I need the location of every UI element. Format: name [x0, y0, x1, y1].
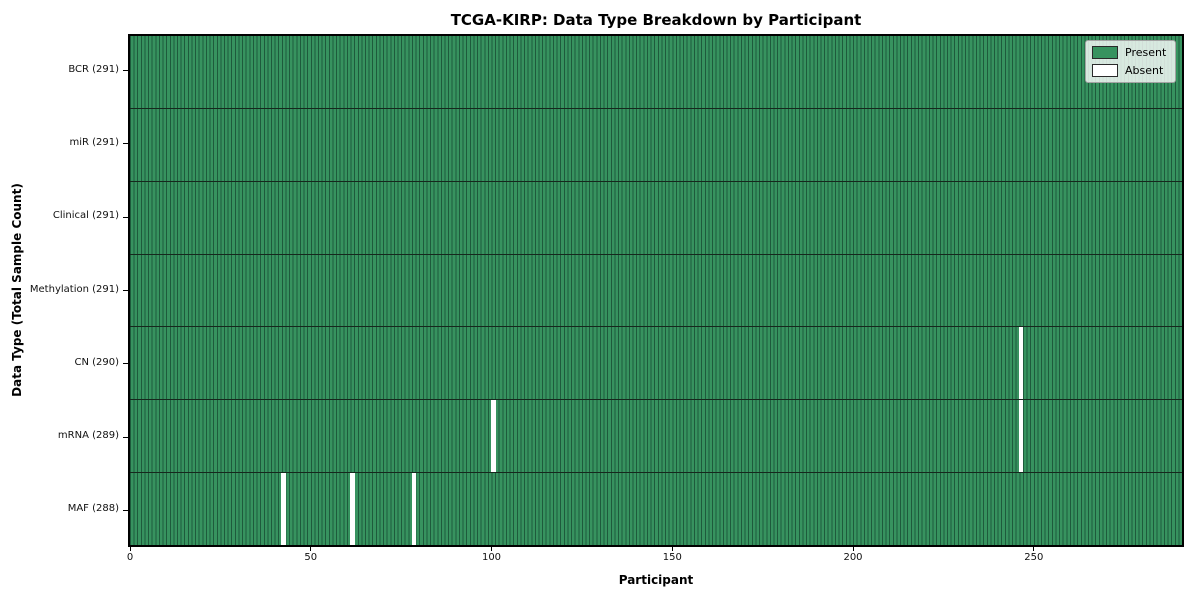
absent-gap-MAF-61 [350, 473, 355, 546]
x-tick-label-0: 0 [126, 552, 134, 563]
y-tick-mark [123, 290, 128, 291]
y-tick-label-mRNA: mRNA (289) [57, 430, 119, 442]
x-tick-label-150: 150 [662, 552, 682, 563]
x-tick-mark [491, 547, 492, 551]
y-tick-mark [123, 509, 128, 511]
y-tick-label-BCR: BCR (291) [68, 63, 119, 75]
legend-label-present: Present [1125, 46, 1167, 59]
x-axis-title: Participant [618, 573, 694, 587]
x-tick-mark [129, 547, 131, 551]
legend-item-present: Present [1092, 46, 1166, 59]
x-tick-label-100: 100 [481, 552, 502, 563]
x-tick-label-250: 250 [1024, 552, 1044, 563]
heatmap-row-miR [130, 109, 1182, 182]
y-tick-mark [123, 70, 128, 72]
y-tick-mark [123, 436, 128, 438]
x-tick-mark [1033, 547, 1035, 551]
plot-area [128, 34, 1184, 547]
x-tick-mark [671, 547, 673, 551]
y-tick-label-Methylation: Methylation (291) [29, 283, 119, 295]
legend-label-absent: Absent [1125, 64, 1164, 77]
y-tick-label-Clinical: Clinical (291) [52, 210, 119, 222]
x-tick-mark [852, 547, 854, 551]
y-tick-label-CN: CN (290) [74, 356, 119, 368]
heatmap-row-CN [130, 327, 1182, 401]
absent-gap-MAF-78 [411, 473, 416, 546]
y-tick-mark [123, 216, 128, 218]
chart-title: TCGA-KIRP: Data Type Breakdown by Partic… [450, 11, 862, 29]
absent-gap-MAF-42 [281, 473, 286, 546]
heatmap-row-MAF [130, 473, 1182, 546]
heatmap-row-Methylation [130, 255, 1182, 328]
y-tick-mark [123, 143, 128, 145]
legend-item-absent: Absent [1092, 64, 1166, 77]
legend-swatch-absent [1092, 64, 1118, 77]
absent-gap-CN-246 [1018, 327, 1024, 400]
y-tick-mark [123, 363, 128, 365]
x-tick-label-200: 200 [843, 552, 863, 563]
x-tick-mark [310, 547, 312, 551]
heatmap-row-Clinical [130, 182, 1182, 255]
y-tick-label-miR: miR (291) [69, 136, 119, 148]
legend-swatch-present [1092, 46, 1118, 59]
absent-gap-mRNA-100 [491, 400, 496, 473]
legend: Present Absent [1085, 40, 1177, 83]
x-tick-label-50: 50 [304, 552, 318, 563]
heatmap-row-mRNA [130, 400, 1182, 474]
heatmap-row-BCR [130, 36, 1182, 109]
absent-gap-mRNA-246 [1018, 400, 1024, 473]
y-tick-label-MAF: MAF (288) [67, 503, 119, 515]
